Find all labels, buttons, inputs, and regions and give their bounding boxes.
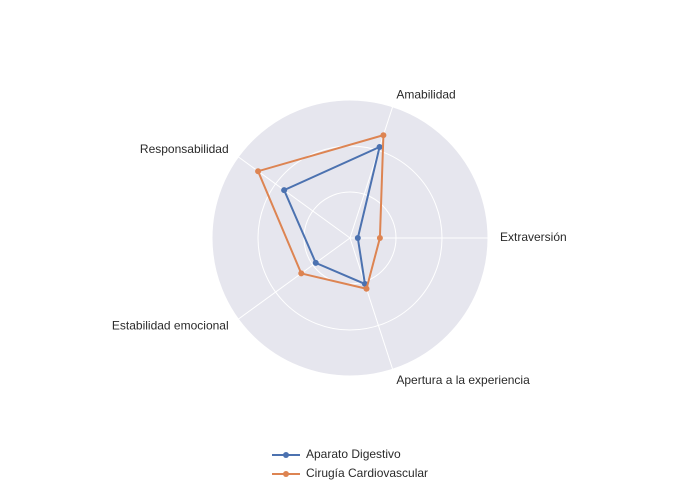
legend-marker	[283, 471, 289, 477]
point	[354, 235, 361, 241]
spoke	[349, 106, 394, 239]
axis-label: Apertura a la experiencia	[396, 373, 530, 387]
point	[363, 285, 370, 292]
point	[281, 187, 288, 194]
axis-label: Extraversión	[500, 230, 567, 244]
legend-label: Cirugía Cardiovascular	[306, 466, 428, 480]
point	[376, 144, 383, 151]
point	[376, 235, 383, 241]
axis-label: Estabilidad emocional	[112, 318, 229, 332]
point	[298, 270, 305, 277]
legend-label: Aparato Digestivo	[306, 447, 401, 461]
series-line	[282, 145, 382, 286]
point	[255, 168, 262, 175]
spoke	[238, 237, 351, 320]
spoke	[349, 237, 394, 370]
point	[380, 132, 387, 139]
axis-label: Amabilidad	[396, 88, 455, 102]
legend-marker	[283, 452, 289, 458]
axis-label: Responsabilidad	[140, 142, 229, 156]
point	[312, 259, 319, 266]
series-line	[256, 133, 385, 290]
